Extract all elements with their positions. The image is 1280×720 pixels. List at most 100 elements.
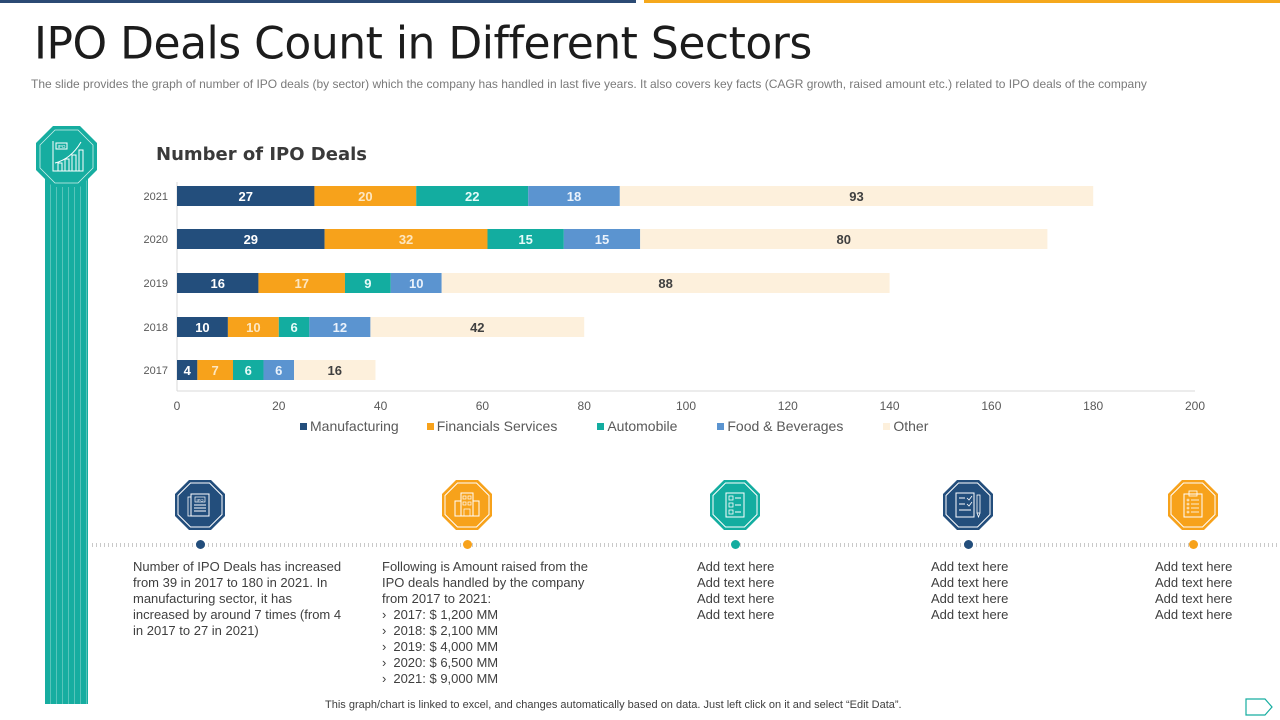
x-tick-label: 80	[578, 399, 592, 413]
bar-segment[interactable]	[640, 229, 1048, 249]
bar-data-label: 88	[658, 276, 672, 291]
chart-legend: Manufacturing Financials Services Automobi…	[300, 418, 928, 434]
timeline-dot	[195, 540, 205, 549]
amount-raised-item: 2021: $ 9,000 MM	[382, 671, 588, 687]
bar-data-label: 20	[358, 189, 372, 204]
timeline-note: Add text here Add text here Add text here A…	[697, 559, 774, 623]
amount-raised-item: 2019: $ 4,000 MM	[382, 639, 588, 655]
bar-data-label: 12	[333, 320, 347, 335]
bar-segment[interactable]	[258, 273, 345, 293]
bar-data-label: 6	[245, 363, 252, 378]
bar-segment[interactable]	[227, 317, 279, 337]
bar-segment[interactable]	[314, 186, 417, 206]
y-tick-label: 2017	[144, 365, 168, 377]
bar-segment[interactable]	[177, 360, 198, 380]
note-line: Add text here	[1155, 559, 1233, 574]
office-building-icon	[441, 479, 493, 531]
document-pencil-icon	[942, 479, 994, 531]
page-subtitle: The slide provides the graph of number o…	[31, 77, 1147, 91]
bar-segment[interactable]	[177, 317, 228, 337]
bar-segment[interactable]	[528, 186, 620, 206]
bar-segment[interactable]	[324, 229, 488, 249]
svg-text:IPO: IPO	[58, 144, 66, 149]
y-tick-label: 2020	[144, 234, 168, 246]
bar-segment[interactable]	[344, 273, 391, 293]
y-tick-label: 2021	[144, 191, 168, 203]
timeline-dot	[1188, 540, 1198, 549]
note-line: Add text here	[931, 591, 1009, 606]
note-line: manufacturing sector, it has	[133, 591, 292, 606]
legend-item[interactable]: Financials Services	[426, 418, 557, 434]
legend-item[interactable]: Automobile	[597, 418, 677, 434]
note-line: from 2017 to 2021:	[382, 591, 492, 606]
bar-segment[interactable]	[370, 317, 585, 337]
bar-data-label: 42	[470, 320, 484, 335]
legend-item[interactable]: Food & Beverages	[717, 418, 843, 434]
x-tick-label: 180	[1083, 399, 1103, 413]
next-slide-arrow-icon[interactable]	[1245, 698, 1273, 716]
bar-data-label: 29	[244, 232, 258, 247]
note-line: Add text here	[697, 607, 775, 622]
footer-note: This graph/chart is linked to excel, and…	[325, 699, 902, 711]
svg-text:IPO: IPO	[197, 497, 204, 502]
note-line: Following is Amount raised from the	[382, 559, 588, 574]
x-tick-label: 60	[476, 399, 490, 413]
legend-label: Manufacturing	[310, 418, 399, 434]
growth-chart-icon: IPO	[36, 126, 97, 187]
bar-segment[interactable]	[441, 273, 890, 293]
legend-label: Automobile	[607, 418, 678, 434]
legend-item[interactable]: Other	[883, 418, 928, 434]
amount-raised-item: 2020: $ 6,500 MM	[382, 655, 588, 671]
amount-raised-list: 2017: $ 1,200 MM2018: $ 2,100 MM2019: $ …	[382, 607, 588, 687]
note-line: Add text here	[697, 591, 775, 606]
timeline-note: Number of IPO Deals has increased from 39…	[133, 559, 341, 639]
timeline-dot	[963, 540, 973, 549]
note-line: Add text here	[1155, 575, 1233, 590]
note-line: increased by around 7 times (from 4	[133, 607, 342, 622]
bar-data-label: 10	[409, 276, 423, 291]
bar-segment[interactable]	[177, 186, 315, 206]
bar-segment[interactable]	[177, 229, 325, 249]
x-tick-label: 20	[272, 399, 286, 413]
stacked-bar-chart[interactable]: 0 20 40 60 80 100 120 140 160 180 200 2021 27 20 22 18 9…	[0, 0, 1280, 450]
page-title: IPO Deals Count in Different Sectors	[34, 17, 812, 70]
clipboard-list-icon	[1167, 479, 1219, 531]
bar-segment[interactable]	[278, 317, 310, 337]
timeline-dot	[730, 540, 740, 549]
x-tick-label: 120	[778, 399, 798, 413]
legend-swatch	[300, 422, 307, 430]
bar-segment[interactable]	[177, 273, 259, 293]
bar-segment[interactable]	[619, 186, 1094, 206]
legend-swatch	[597, 422, 605, 430]
bar-data-label: 27	[238, 189, 252, 204]
legend-swatch	[426, 422, 434, 430]
bar-data-label: 17	[294, 276, 308, 291]
bar-segment[interactable]	[390, 273, 442, 293]
timeline-dot	[462, 540, 472, 549]
bar-data-label: 80	[837, 232, 851, 247]
bar-segment[interactable]	[197, 360, 233, 380]
note-line: IPO deals handled by the company	[382, 575, 585, 590]
bar-segment[interactable]	[309, 317, 371, 337]
bar-data-label: 18	[567, 189, 581, 204]
legend-item[interactable]: Manufacturing	[300, 418, 399, 434]
bar-segment[interactable]	[487, 229, 564, 249]
x-tick-label: 140	[880, 399, 900, 413]
note-line: Add text here	[1155, 591, 1233, 606]
bar-segment[interactable]	[416, 186, 529, 206]
bar-segment[interactable]	[263, 360, 295, 380]
bar-segment[interactable]	[294, 360, 376, 380]
note-line: Add text here	[697, 575, 775, 590]
bar-segment[interactable]	[232, 360, 264, 380]
bar-data-label: 93	[849, 189, 863, 204]
bar-data-label: 32	[399, 232, 413, 247]
x-tick-label: 40	[374, 399, 388, 413]
note-line: Add text here	[931, 559, 1009, 574]
bar-segment[interactable]	[563, 229, 641, 249]
x-tick-label: 160	[981, 399, 1001, 413]
ipo-document-icon: IPO	[174, 479, 226, 531]
bar-data-label: 16	[328, 363, 342, 378]
bar-data-label: 15	[595, 232, 609, 247]
note-line: in 2017 to 27 in 2021)	[133, 623, 259, 638]
note-line: Number of IPO Deals has increased	[133, 559, 342, 574]
